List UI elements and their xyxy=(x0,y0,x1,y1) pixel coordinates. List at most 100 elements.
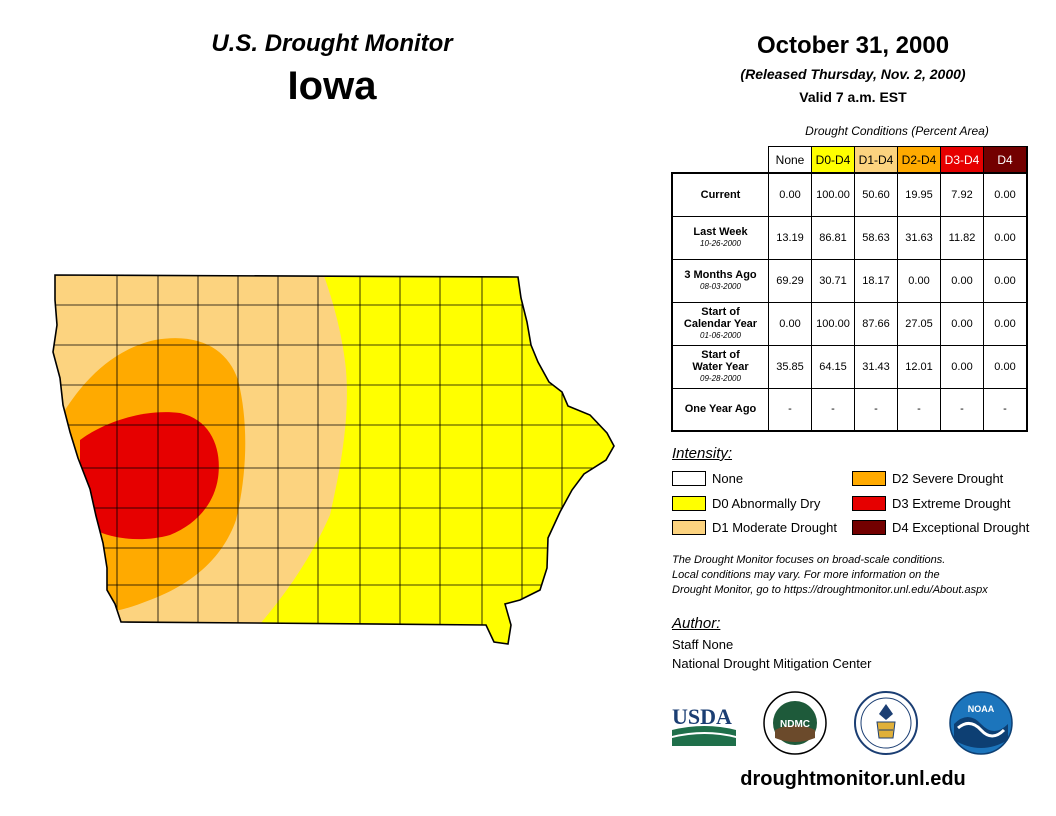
row-header: Current xyxy=(671,172,769,217)
table-cell: 30.71 xyxy=(811,258,855,303)
table-header-row: None D0-D4 D1-D4 D2-D4 D3-D4 D4 xyxy=(672,146,1028,174)
table-cell: 100.00 xyxy=(811,301,855,346)
legend-item-d0: D0 Abnormally Dry xyxy=(672,496,820,511)
author-org: National Drought Mitigation Center xyxy=(672,656,872,671)
legend-swatch xyxy=(852,471,886,486)
row-label: Last Week xyxy=(693,225,748,238)
d3-region xyxy=(80,412,219,540)
table-cell: 64.15 xyxy=(811,344,855,389)
table-row: Current 0.00 100.00 50.60 19.95 7.92 0.0… xyxy=(671,172,1028,217)
conditions-caption: Drought Conditions (Percent Area) xyxy=(805,124,989,138)
table-cell: 18.17 xyxy=(854,258,898,303)
table-cell: 0.00 xyxy=(768,301,812,346)
col-header: D1-D4 xyxy=(854,146,898,174)
table-cell: 0.00 xyxy=(940,258,984,303)
table-row: Last Week 10-26-2000 13.19 86.81 58.63 31… xyxy=(671,215,1028,260)
iowa-drought-map xyxy=(52,274,615,645)
legend-item-d3: D3 Extreme Drought xyxy=(852,496,1011,511)
row-date: 01-06-2000 xyxy=(700,330,741,340)
row-label: Start of xyxy=(701,348,740,361)
legend-label: D2 Severe Drought xyxy=(892,471,1004,486)
table-cell: 50.60 xyxy=(854,172,898,217)
table-row: 3 Months Ago 08-03-2000 69.29 30.71 18.17… xyxy=(671,258,1028,303)
county-grid xyxy=(53,275,614,640)
iowa-outline xyxy=(52,274,615,645)
svg-text:USDA: USDA xyxy=(672,704,732,729)
table-cell: 0.00 xyxy=(940,344,984,389)
table-cell: 13.19 xyxy=(768,215,812,260)
author-title: Author: xyxy=(672,615,721,632)
table-cell: 12.01 xyxy=(897,344,941,389)
table-cell: 19.95 xyxy=(897,172,941,217)
col-header: None xyxy=(768,146,812,174)
legend-label: D1 Moderate Drought xyxy=(712,520,838,535)
release-date: (Released Thursday, Nov. 2, 2000) xyxy=(740,66,966,82)
table-row: Start of Calendar Year 01-06-2000 0.00 100… xyxy=(671,301,1028,346)
legend-item-d2: D2 Severe Drought xyxy=(852,471,1003,486)
map-state-title: Iowa xyxy=(287,64,377,108)
table-cell: - xyxy=(811,387,855,432)
table-cell: - xyxy=(854,387,898,432)
table-cell: 0.00 xyxy=(983,344,1028,389)
note-line: Drought Monitor, go to https://droughtmo… xyxy=(672,584,988,596)
legend-swatch xyxy=(852,496,886,511)
table-cell: 0.00 xyxy=(768,172,812,217)
table-cell: 0.00 xyxy=(983,258,1028,303)
noaa-logo: NOAA xyxy=(949,691,1013,755)
table-cell: 11.82 xyxy=(940,215,984,260)
table-row: One Year Ago - - - - - - xyxy=(671,387,1028,432)
legend-item-none: None xyxy=(672,471,743,486)
disclaimer-note: The Drought Monitor focuses on broad-sca… xyxy=(672,553,1032,598)
row-date: 10-26-2000 xyxy=(700,238,741,248)
table-cell: - xyxy=(983,387,1028,432)
table-cell: 31.63 xyxy=(897,215,941,260)
table-cell: 87.66 xyxy=(854,301,898,346)
table-cell: - xyxy=(768,387,812,432)
table-row: Start of Water Year 09-28-2000 35.85 64.15… xyxy=(671,344,1028,389)
legend-item-d1: D1 Moderate Drought xyxy=(672,520,837,535)
svg-text:NDMC: NDMC xyxy=(780,719,810,730)
table-cell: 7.92 xyxy=(940,172,984,217)
legend-label: D4 Exceptional Drought xyxy=(892,520,1030,535)
note-line: Local conditions may vary. For more info… xyxy=(672,569,940,581)
table-cell: 0.00 xyxy=(983,172,1028,217)
row-label-line2: Water Year xyxy=(692,360,749,373)
usda-logo: USDA xyxy=(672,704,736,746)
col-header: D2-D4 xyxy=(897,146,941,174)
table-cell: 58.63 xyxy=(854,215,898,260)
legend-swatch xyxy=(672,471,706,486)
legend-item-d4: D4 Exceptional Drought xyxy=(852,520,1029,535)
row-date: 08-03-2000 xyxy=(700,281,741,291)
row-label: One Year Ago xyxy=(684,403,757,416)
row-header: Start of Water Year 09-28-2000 xyxy=(671,344,769,389)
legend-swatch xyxy=(672,520,706,535)
map-date: October 31, 2000 xyxy=(756,32,950,59)
table-cell: 0.00 xyxy=(940,301,984,346)
table-cell: 0.00 xyxy=(897,258,941,303)
legend-label: None xyxy=(712,471,744,486)
col-header: D4 xyxy=(983,146,1028,174)
row-label: Start of xyxy=(701,305,740,318)
note-line: The Drought Monitor focuses on broad-sca… xyxy=(672,554,946,566)
table-cell: 0.00 xyxy=(983,301,1028,346)
table-cell: 100.00 xyxy=(811,172,855,217)
row-header: 3 Months Ago 08-03-2000 xyxy=(671,258,769,303)
site-url: droughtmonitor.unl.edu xyxy=(740,768,966,790)
row-label: Current xyxy=(700,188,741,201)
table-cell: - xyxy=(940,387,984,432)
valid-time: Valid 7 a.m. EST xyxy=(799,89,907,105)
table-cell: 86.81 xyxy=(811,215,855,260)
author-name: Staff None xyxy=(672,637,734,652)
svg-text:NOAA: NOAA xyxy=(968,704,995,714)
map-supertitle: U.S. Drought Monitor xyxy=(211,30,453,57)
legend-label: D0 Abnormally Dry xyxy=(712,496,821,511)
row-header: Last Week 10-26-2000 xyxy=(671,215,769,260)
row-header: One Year Ago xyxy=(671,387,769,432)
table-cell: 31.43 xyxy=(854,344,898,389)
ndmc-logo: NDMC xyxy=(763,691,827,755)
row-label-line2: Calendar Year xyxy=(683,317,758,330)
table-corner xyxy=(672,147,769,174)
table-cell: 27.05 xyxy=(897,301,941,346)
row-label: 3 Months Ago xyxy=(684,268,757,281)
table-cell: 0.00 xyxy=(983,215,1028,260)
